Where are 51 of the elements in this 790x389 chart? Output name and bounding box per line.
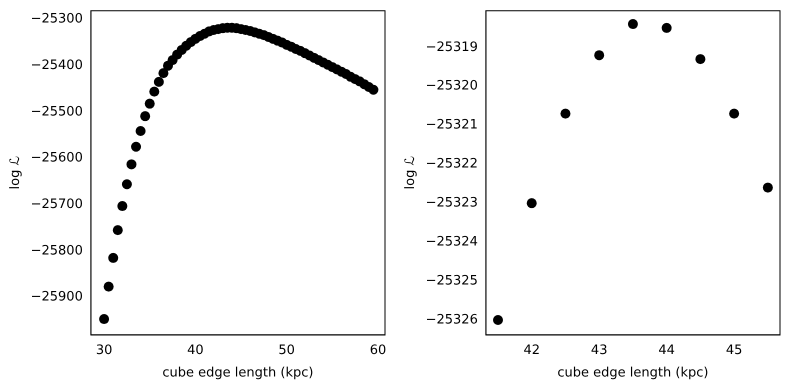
point: [131, 142, 142, 152]
y-axis-title: log ℒ: [403, 156, 418, 190]
y-tick-label: −25400: [30, 58, 83, 74]
y-tick-label: −25300: [30, 12, 83, 27]
point: [144, 98, 155, 109]
point: [560, 108, 570, 119]
point: [594, 50, 604, 60]
x-tick-label: 50: [278, 342, 295, 358]
point: [140, 111, 150, 122]
x-tick-label: 43: [590, 342, 608, 358]
point: [136, 126, 146, 136]
point: [729, 108, 740, 119]
point: [492, 315, 503, 325]
point: [154, 76, 164, 87]
x-tick-label: 40: [187, 342, 204, 358]
y-tick-label: −25320: [426, 78, 478, 94]
point: [695, 54, 706, 64]
point: [149, 86, 160, 97]
y-tick-label: −25321: [426, 118, 478, 133]
point: [158, 68, 168, 78]
point: [368, 84, 378, 95]
point: [662, 22, 672, 33]
y-tick-label: −25800: [30, 243, 83, 258]
point: [112, 225, 123, 236]
y-tick-label: −25324: [426, 234, 478, 250]
y-tick-label: −25325: [426, 273, 478, 288]
x-tick-label: 30: [96, 342, 112, 358]
y-tick-label: −25322: [426, 156, 478, 172]
x-tick-label: 44: [658, 342, 675, 358]
x-tick-label: 60: [370, 342, 386, 358]
y-axis-title: log ℒ: [8, 156, 24, 190]
x-axis-title: cube edge length (kpc): [557, 366, 708, 381]
x-tick-label: 42: [523, 342, 540, 358]
x-tick-label: 45: [726, 342, 742, 358]
point: [108, 252, 118, 263]
y-tick-label: −25500: [30, 104, 83, 120]
point: [122, 179, 132, 190]
y-tick-label: −25319: [426, 40, 478, 55]
point: [99, 314, 110, 324]
y-tick-label: −25900: [30, 290, 83, 305]
point: [762, 182, 773, 193]
y-tick-label: −25326: [426, 312, 478, 328]
y-tick-label: −25700: [30, 197, 83, 212]
point: [526, 198, 537, 208]
point: [628, 19, 638, 30]
point: [104, 282, 114, 292]
x-axis-title: cube edge length (kpc): [162, 366, 314, 381]
y-tick-label: −25323: [426, 196, 478, 211]
point: [126, 159, 136, 170]
point: [117, 201, 128, 212]
y-tick-label: −25600: [30, 150, 83, 166]
